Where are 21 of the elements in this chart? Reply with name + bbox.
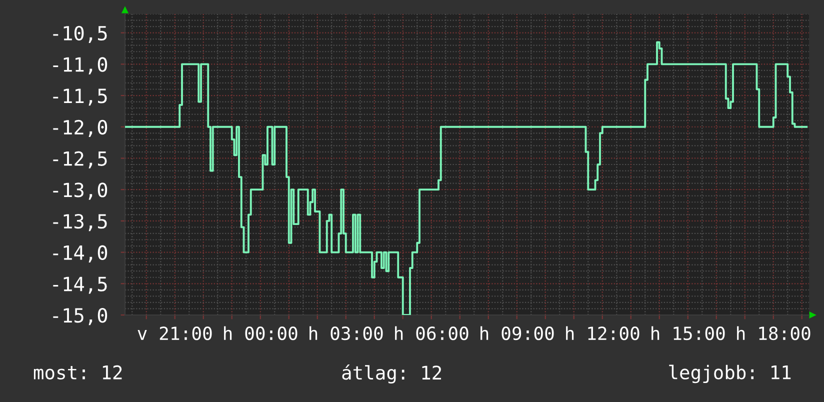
x-tick-label: h 15:00 xyxy=(652,326,725,340)
y-tick-label: -14,0 xyxy=(53,245,108,262)
x-tick-label: h 12:00 xyxy=(566,326,640,340)
y-tick-label: -14,5 xyxy=(53,276,107,294)
x-tick-label: h 03:00 xyxy=(310,326,383,340)
x-tick-label: h 18:00 xyxy=(737,326,810,340)
y-tick-label: -13,0 xyxy=(53,182,108,200)
x-tick-label: h 06:00 xyxy=(395,326,468,340)
y-tick-label: -13,5 xyxy=(53,214,107,232)
y-tick-label: -12,0 xyxy=(53,120,108,138)
x-tick-label: h 09:00 xyxy=(480,326,554,340)
y-tick-label: -11,5 xyxy=(53,88,107,106)
y-tick-label: -10,5 xyxy=(53,26,107,43)
y-tick-label: -15,0 xyxy=(53,308,108,326)
text: most: 12 xyxy=(34,365,122,380)
x-tick-label: h 00:00 xyxy=(224,326,298,340)
text: legjobb: 11 xyxy=(669,364,791,384)
y-tick-label: -11,0 xyxy=(53,57,108,74)
y-tick-label: -12,5 xyxy=(53,151,107,168)
x-tick-label: v 21:00 xyxy=(138,326,212,340)
text: átlag: 12 xyxy=(342,364,442,384)
